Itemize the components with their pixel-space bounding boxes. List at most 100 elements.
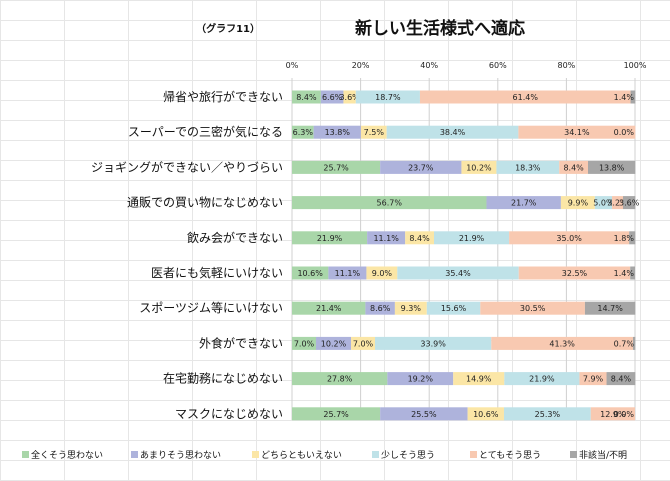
data-label: 9.0%	[372, 269, 393, 278]
bar-segment	[504, 372, 580, 386]
data-label: 15.6%	[441, 304, 467, 313]
bar-segment	[612, 196, 623, 210]
data-label: 10.6%	[473, 410, 499, 419]
bar-segment	[467, 407, 504, 421]
category-label: スーパーでの三密が気になる	[128, 124, 283, 139]
bar-segment	[461, 160, 497, 174]
data-label: 21.9%	[529, 375, 555, 384]
bar-segment	[622, 196, 636, 210]
data-label: 5.0%	[593, 199, 614, 208]
data-label: 38.4%	[440, 128, 466, 137]
bar-segment	[367, 231, 406, 245]
x-tick-label: 20%	[352, 61, 370, 70]
bar-segment	[632, 336, 636, 350]
bar-segment	[630, 90, 636, 104]
data-label: 21.4%	[316, 304, 342, 313]
category-label: 帰省や旅行ができない	[163, 89, 283, 104]
bar-segment	[328, 266, 367, 280]
legend-label: どちらともいえない	[261, 450, 342, 461]
category-label: スポーツジム等にいけない	[139, 301, 283, 315]
data-label: 10.2%	[321, 339, 347, 348]
data-label: 27.8%	[327, 375, 353, 384]
data-label: 21.9%	[317, 234, 343, 243]
data-label: 9.3%	[401, 304, 422, 313]
data-label: 0.0%	[614, 128, 635, 137]
data-label: 12.9%	[600, 410, 626, 419]
bar-segment	[434, 231, 510, 245]
bar-segment	[292, 372, 388, 386]
data-label: 6.6%	[322, 93, 343, 102]
data-label: 14.9%	[466, 375, 492, 384]
data-label: 21.7%	[511, 199, 537, 208]
legend-label: 少しそう思う	[381, 450, 435, 461]
chart-subtitle: （グラフ11）	[196, 22, 260, 35]
bar-segment	[292, 90, 321, 104]
category-label: 医者にも気軽にいけない	[151, 265, 283, 280]
data-label: 10.2%	[466, 163, 492, 172]
legend-label: 全くそう思わない	[31, 449, 103, 461]
bar-segment	[509, 231, 630, 245]
legend: 全くそう思わない あまりそう思わない どちらともいえない 少しそう思う とてもそう思う 非…	[22, 449, 627, 461]
data-label: 7.0%	[294, 339, 315, 348]
data-label: 19.2%	[408, 375, 434, 384]
bar-segment	[380, 160, 462, 174]
data-label: 34.1%	[564, 128, 590, 137]
bar-segment	[292, 336, 317, 350]
bar-segment	[518, 125, 636, 139]
data-label: 21.9%	[459, 234, 485, 243]
data-label: 25.5%	[411, 410, 437, 419]
data-label: 7.5%	[364, 128, 385, 137]
bar-segment	[491, 336, 633, 350]
data-label: 8.4%	[611, 375, 632, 384]
bar-segment	[292, 196, 487, 210]
bar-segment	[292, 407, 381, 421]
data-label: 9.9%	[568, 199, 589, 208]
category-label: ジョギングができない／やりづらい	[91, 159, 283, 174]
bar-segment	[579, 372, 607, 386]
bar-segment	[503, 407, 591, 421]
legend-label: あまりそう思わない	[140, 450, 221, 461]
bar-segment	[316, 336, 351, 350]
bar-segment	[380, 407, 468, 421]
data-label: 1.4%	[614, 93, 635, 102]
bar-segment	[360, 125, 387, 139]
chart-title: 新しい生活様式へ適応	[355, 18, 525, 39]
bar-segment	[480, 301, 585, 315]
bar-segment	[365, 301, 395, 315]
bar-segment	[375, 336, 492, 350]
bar-segment	[292, 125, 314, 139]
bars: 8.4% 6.6%3.6% 18.7% 61.4% 1.4%6.3% 13.8% 7.5% 3…	[292, 90, 640, 421]
data-label: 1.8%	[614, 234, 635, 243]
data-label: 7.9%	[583, 375, 604, 384]
data-label: 0.7%	[614, 339, 635, 348]
x-tick-label: 100%	[624, 61, 647, 70]
bar-segment	[419, 90, 631, 104]
data-label: 1.4%	[614, 269, 635, 278]
bar-segment	[292, 160, 381, 174]
bar-segment	[496, 160, 560, 174]
data-label: 11.1%	[335, 269, 361, 278]
bar-segment	[405, 231, 435, 245]
data-label: 25.3%	[535, 410, 561, 419]
bar-segment	[386, 125, 519, 139]
bar-segment	[559, 160, 589, 174]
x-tick-label: 40%	[420, 61, 438, 70]
legend-swatch	[252, 451, 259, 458]
data-label: 14.7%	[597, 304, 623, 313]
legend-swatch	[22, 451, 29, 458]
data-label: 8.4%	[563, 163, 584, 172]
data-label: 3.6%	[339, 93, 360, 102]
data-label: 13.8%	[325, 128, 351, 137]
data-label: 7.0%	[353, 339, 374, 348]
bar-segment	[588, 160, 636, 174]
x-tick-label: 80%	[558, 61, 576, 70]
bar-segment	[629, 231, 636, 245]
bar-segment	[630, 266, 635, 280]
data-label: 61.4%	[513, 93, 539, 102]
data-label: 25.7%	[323, 163, 349, 172]
x-axis-ticks: 0% 20% 40% 60% 80% 100%	[286, 61, 647, 70]
bar-segment	[560, 196, 595, 210]
data-label: 25.7%	[323, 410, 349, 419]
category-label: 在宅勤務になじめない	[163, 371, 283, 386]
data-label: 8.4%	[296, 93, 317, 102]
